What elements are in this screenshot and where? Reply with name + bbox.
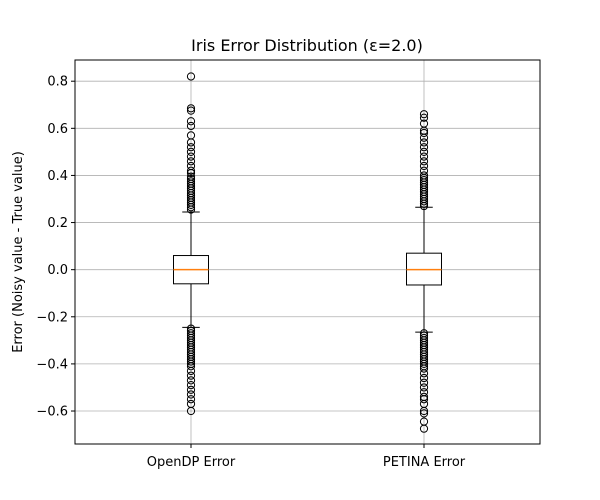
outlier-point [186, 174, 196, 184]
y-axis: −0.6 −0.4 −0.2 0.0 0.2 0.4 0.6 0.8 [36, 75, 75, 420]
x-tick-label: PETINA Error [383, 455, 466, 470]
outlier-point [186, 143, 196, 152]
outlier-point [186, 147, 196, 156]
outlier-point [419, 161, 429, 171]
outlier-point [186, 131, 196, 140]
outlier-point [419, 110, 429, 119]
outlier-point [186, 376, 196, 385]
y-tick-label: −0.6 [36, 405, 68, 420]
x-tick-label: OpenDP Error [147, 455, 236, 470]
outlier-point [419, 364, 429, 373]
outlier-point [419, 119, 429, 128]
y-tick-label: 0.4 [47, 169, 68, 184]
outlier-point [186, 161, 196, 171]
outlier-point [186, 72, 196, 81]
outlier-point [419, 171, 429, 180]
y-tick-label: 0.2 [47, 216, 68, 231]
outlier-point [419, 409, 429, 418]
outlier-point [186, 395, 196, 404]
y-tick-label: −0.2 [36, 310, 68, 325]
outlier-point [419, 395, 429, 404]
box-2 [406, 110, 442, 433]
outlier-point [186, 362, 196, 371]
outlier-point [186, 406, 196, 416]
x-axis: OpenDP Error PETINA Error [147, 444, 466, 470]
outlier-point [419, 373, 429, 383]
outlier-point [186, 106, 196, 115]
chart-title: Iris Error Distribution (ε=2.0) [191, 36, 423, 55]
outlier-point [186, 152, 196, 161]
y-tick-label: 0.8 [47, 75, 68, 90]
outlier-point [419, 138, 429, 147]
outlier-point [419, 406, 429, 416]
outlier-point [419, 383, 429, 392]
outlier-point [419, 147, 429, 156]
outlier-point [419, 424, 429, 433]
outlier-point [186, 104, 196, 113]
outlier-point [419, 359, 429, 369]
outlier-point [186, 385, 196, 394]
outlier-point [186, 371, 196, 380]
outlier-point [186, 390, 196, 399]
y-axis-label: Error (Noisy value - True value) [11, 151, 26, 353]
y-tick-label: 0.0 [47, 263, 68, 278]
outlier-point [419, 143, 429, 152]
outlier-point [186, 381, 196, 390]
box-1 [173, 72, 209, 416]
y-tick-label: 0.6 [47, 122, 68, 137]
outlier-point [419, 369, 429, 378]
outlier-point [186, 157, 196, 166]
outlier-point [419, 176, 429, 185]
outlier-point [186, 366, 196, 376]
plot-frame [74, 59, 541, 445]
outlier-point [419, 378, 429, 387]
outlier-point [419, 166, 429, 175]
outlier-point [419, 113, 429, 122]
outlier-point [419, 157, 429, 166]
outlier-point [419, 152, 429, 161]
outlier-point [186, 121, 196, 131]
boxes [173, 72, 442, 433]
outlier-point [186, 172, 196, 181]
outlier-point [186, 177, 196, 186]
outlier-point [419, 128, 429, 138]
y-tick-label: −0.4 [36, 357, 68, 372]
outlier-point [186, 117, 196, 126]
outlier-point [186, 166, 196, 175]
outlier-point [186, 357, 196, 366]
